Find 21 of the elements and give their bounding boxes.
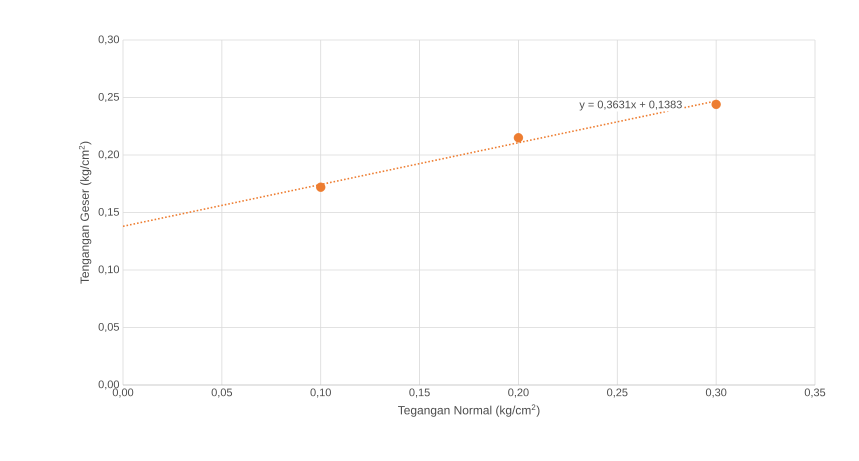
x-tick-label: 0,10 [310,388,331,398]
x-tick-label: 0,00 [112,388,134,398]
x-tick-label: 0,15 [409,388,430,398]
x-tick-label: 0,25 [607,388,628,398]
point [316,182,326,192]
point [514,133,524,142]
x-axis-title: Tegangan Normal (kg/cm$^{2}$) [398,404,540,417]
y-tick-label: 0,30 [98,35,120,45]
x-tick-label: 0,35 [804,388,826,398]
point [711,100,721,110]
x-tick-label: 0,05 [212,388,232,398]
y-tick-label: 0,20 [98,150,120,160]
annotation: y = 0,3631x + 0,1383 [579,100,682,110]
y-tick-label: 0,00 [98,380,120,390]
y-tick-label: 0,05 [98,322,120,332]
y-tick-label: 0,10 [98,265,120,275]
y-tick-label: 0,15 [98,208,120,218]
y-tick-label: 0,25 [98,92,120,102]
y-axis-title: Tengangan Geser (kg/cm$^{2}$) [78,142,92,284]
x-tick-label: 0,30 [706,388,726,398]
x-tick-label: 0,20 [508,388,529,398]
